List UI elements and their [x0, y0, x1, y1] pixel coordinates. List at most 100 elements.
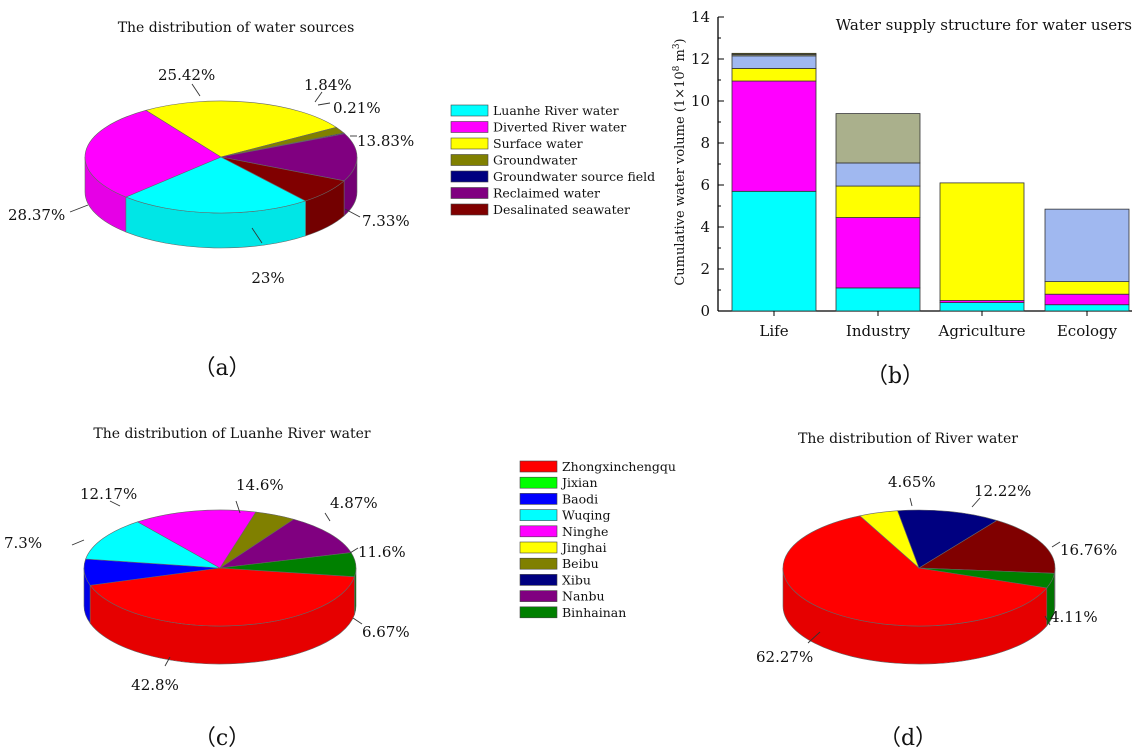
slice-label-binhainan: 6.67% — [362, 623, 410, 641]
bar-segment-ecology-0 — [1044, 304, 1130, 312]
caption-b: （b） — [866, 364, 924, 389]
x-tick-label-life: Life — [759, 322, 788, 340]
leader-line — [324, 512, 331, 522]
slice-label-groundwater: 1.84% — [304, 76, 352, 94]
x-tick-label-ecology: Ecology — [1057, 322, 1118, 340]
legend-label-zhongxinchengqu: Zhongxinchengqu — [562, 459, 676, 474]
bar-segment-industry-1 — [835, 217, 921, 289]
legend-label-xibu: Xibu — [562, 572, 591, 587]
legend-swatch-ninghe — [519, 525, 558, 538]
slice-label-nanbu: 16.76% — [1060, 541, 1117, 559]
slice-label-luanhe-river-water: 23% — [251, 269, 284, 287]
y-tick-label: 12 — [691, 50, 710, 68]
pie-slice-nanbu — [219, 518, 352, 569]
leader-line — [164, 656, 171, 667]
leader-line — [314, 91, 323, 103]
y-axis-label-part: m — [673, 49, 688, 65]
legend-swatch-xibu — [519, 574, 558, 586]
legend-swatch-baodi — [519, 493, 558, 505]
legend-label-diverted-river-water: Diverted River water — [493, 120, 626, 135]
pie-slice-xibu — [897, 509, 998, 569]
y-axis-label-part: ) — [673, 38, 688, 43]
y-tick-label: 6 — [700, 176, 710, 194]
slice-label-groundwater-source-field: 0.21% — [333, 99, 381, 117]
leader-line — [349, 547, 359, 554]
bar-segment-industry-3 — [835, 162, 921, 187]
legend-label-surface-water: Surface water — [493, 136, 583, 151]
bar-segment-ecology-2 — [1044, 281, 1130, 295]
chart-title: The distribution of water sources — [118, 20, 355, 36]
leader-line — [1044, 615, 1051, 626]
y-tick-label: 4 — [700, 218, 710, 236]
legend-swatch-binhainan — [519, 606, 558, 619]
bar-segment-ecology-3 — [1044, 208, 1130, 282]
pie-slice-desalinated-seawater — [220, 156, 345, 202]
x-tick-label-industry: Industry — [846, 322, 911, 340]
y-tick-label: 8 — [700, 134, 710, 152]
y-tick-label: 0 — [700, 302, 710, 320]
slice-label-diverted-river-water: 28.37% — [8, 206, 65, 224]
legend-swatch-zhongxinchengqu — [519, 460, 558, 473]
leader-line — [971, 497, 981, 508]
chart-title: The distribution of River water — [798, 431, 1018, 447]
leader-line — [909, 497, 913, 507]
pie-slice-nanbu — [917, 520, 1056, 574]
leader-line — [807, 631, 821, 644]
leader-line — [317, 102, 331, 106]
leader-line — [235, 500, 241, 514]
legend-swatch-reclaimed-water — [450, 187, 489, 199]
slice-label-xibu: 12.22% — [974, 482, 1031, 500]
chart-title: The distribution of Luanhe River water — [93, 426, 371, 442]
pie-slice-luanhe-river-water — [125, 156, 307, 214]
legend-label-jixian: Jixian — [560, 475, 598, 490]
legend-swatch-wuqing — [519, 509, 558, 521]
leader-line — [109, 500, 121, 507]
y-tick-label: 14 — [691, 8, 710, 26]
x-tick-label-agriculture: Agriculture — [938, 322, 1026, 340]
legend-swatch-groundwater-source-field — [450, 170, 489, 183]
legend-label-wuqing: Wuqing — [562, 508, 610, 523]
leader-line — [352, 617, 363, 625]
y-axis-label-part: Cumulative water volume (1×10 — [673, 71, 688, 285]
y-axis-label-part: 8 — [672, 65, 682, 71]
legend-label-luanhe-river-water: Luanhe River water — [493, 103, 619, 118]
pie-slice-ninghe — [136, 509, 257, 569]
legend-label-binhainan: Binhainan — [562, 605, 626, 620]
legend-water-sources: Luanhe River water Diverted River waterSu… — [450, 103, 655, 217]
slice-label-binhainan: 4.11% — [1050, 608, 1098, 626]
bar-segment-life-1 — [731, 80, 817, 192]
chart-title: Water supply structure for water users — [836, 16, 1132, 34]
pie-slice-diverted-river-water — [84, 109, 222, 198]
legend-label-baodi: Baodi — [562, 491, 598, 506]
y-axis-label-part: 3 — [672, 43, 682, 49]
legend-swatch-desalinated-seawater — [450, 203, 489, 216]
bar-segment-life-0 — [731, 190, 817, 312]
leader-line — [71, 539, 85, 546]
legend-swatch-jinghai — [519, 541, 558, 554]
y-axis-label: Cumulative water volume (1×108 m3) — [672, 38, 688, 285]
slice-label-reclaimed-water: 13.83% — [357, 132, 414, 150]
slice-label-ninghe: 14.6% — [236, 476, 284, 494]
slice-label-desalinated-seawater: 7.33% — [362, 212, 410, 230]
caption-d: （d） — [879, 726, 937, 749]
legend-swatch-diverted-river-water — [450, 121, 489, 133]
legend-swatch-luanhe-river-water — [450, 104, 489, 117]
leader-line — [69, 204, 89, 213]
legend-label-jinghai: Jinghai — [560, 540, 607, 555]
legend-label-nanbu: Nanbu — [562, 589, 605, 604]
legend-swatch-jixian — [519, 476, 558, 489]
bar-segment-industry-4 — [835, 113, 921, 164]
y-tick-label: 2 — [700, 260, 710, 278]
slice-label-beibu: 4.87% — [330, 494, 378, 512]
legend-label-reclaimed-water: Reclaimed water — [493, 186, 600, 201]
caption-c: （c） — [194, 726, 250, 749]
slice-label-wuqing: 12.17% — [80, 485, 137, 503]
bar-segment-industry-0 — [835, 287, 921, 312]
bar-segment-life-5 — [731, 52, 817, 55]
leader-line — [1051, 541, 1061, 548]
pie-slice-zhongxinchengqu — [89, 567, 355, 627]
slice-label-zhongxinchengqu: 62.27% — [756, 648, 813, 666]
